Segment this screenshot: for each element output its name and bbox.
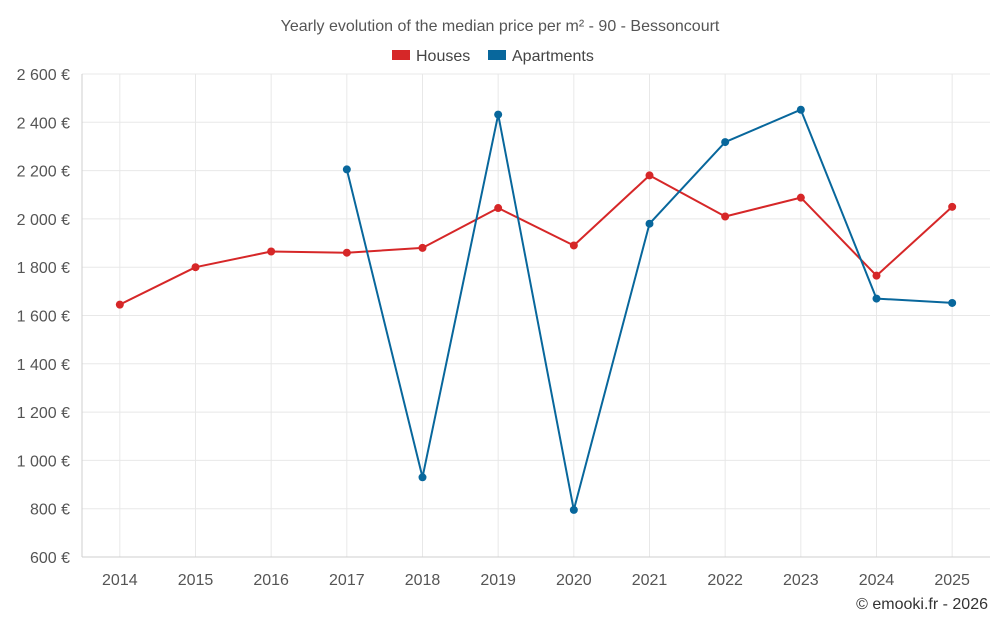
x-tick-label: 2023 (783, 572, 819, 589)
y-tick-label: 1 600 € (17, 309, 70, 326)
x-tick-label: 2024 (859, 572, 895, 589)
data-point-houses-2022[interactable] (721, 212, 730, 221)
series-apartments (342, 105, 957, 514)
data-point-houses-2015[interactable] (191, 263, 200, 272)
credit-text: © emooki.fr - 2026 (856, 596, 988, 613)
data-point-houses-2017[interactable] (342, 248, 351, 257)
data-point-apartments-2022[interactable] (721, 138, 730, 147)
data-point-apartments-2023[interactable] (796, 105, 805, 114)
legend-swatch-houses[interactable] (392, 50, 410, 60)
x-tick-label: 2014 (102, 572, 138, 589)
legend-label-houses[interactable]: Houses (416, 48, 470, 65)
data-point-apartments-2017[interactable] (342, 165, 351, 174)
x-tick-label: 2019 (480, 572, 516, 589)
data-point-houses-2019[interactable] (494, 204, 503, 213)
y-tick-label: 800 € (30, 502, 70, 519)
data-point-houses-2025[interactable] (948, 202, 957, 211)
x-tick-label: 2021 (632, 572, 668, 589)
data-point-apartments-2019[interactable] (494, 110, 503, 119)
data-point-houses-2023[interactable] (796, 193, 805, 202)
chart-title: Yearly evolution of the median price per… (281, 18, 720, 35)
x-tick-label: 2015 (178, 572, 214, 589)
data-point-houses-2016[interactable] (267, 247, 276, 256)
x-tick-label: 2022 (707, 572, 743, 589)
y-tick-label: 1 000 € (17, 453, 70, 470)
x-tick-label: 2016 (253, 572, 289, 589)
y-tick-label: 600 € (30, 550, 70, 567)
data-point-apartments-2020[interactable] (569, 505, 578, 514)
data-point-apartments-2025[interactable] (948, 298, 957, 307)
data-point-houses-2020[interactable] (569, 241, 578, 250)
legend-label-apartments[interactable]: Apartments (512, 48, 594, 65)
series-line-houses (119, 174, 953, 306)
data-point-apartments-2018[interactable] (418, 473, 427, 482)
data-point-houses-2021[interactable] (645, 171, 654, 180)
grid (82, 73, 990, 558)
data-point-houses-2014[interactable] (115, 300, 124, 309)
legend-swatch-apartments[interactable] (488, 50, 506, 60)
x-tick-label: 2017 (329, 572, 365, 589)
data-point-apartments-2024[interactable] (872, 294, 881, 303)
series-houses (115, 171, 957, 309)
y-tick-label: 2 400 € (17, 115, 70, 132)
y-tick-label: 1 800 € (17, 260, 70, 277)
legend: Houses Apartments (392, 48, 594, 65)
y-tick-label: 2 000 € (17, 212, 70, 229)
data-point-houses-2024[interactable] (872, 271, 881, 280)
data-point-houses-2018[interactable] (418, 243, 427, 252)
y-tick-label: 2 200 € (17, 164, 70, 181)
x-tick-label: 2025 (934, 572, 970, 589)
axes: 600 € 800 € 1 000 € 1 200 € 1 400 € 1 600 € 1 … (17, 67, 990, 589)
data-point-apartments-2021[interactable] (645, 219, 654, 228)
y-tick-label: 1 400 € (17, 357, 70, 374)
y-tick-label: 1 200 € (17, 405, 70, 422)
series (115, 105, 957, 514)
y-tick-label: 2 600 € (17, 67, 70, 84)
x-tick-label: 2020 (556, 572, 592, 589)
x-tick-label: 2018 (405, 572, 441, 589)
